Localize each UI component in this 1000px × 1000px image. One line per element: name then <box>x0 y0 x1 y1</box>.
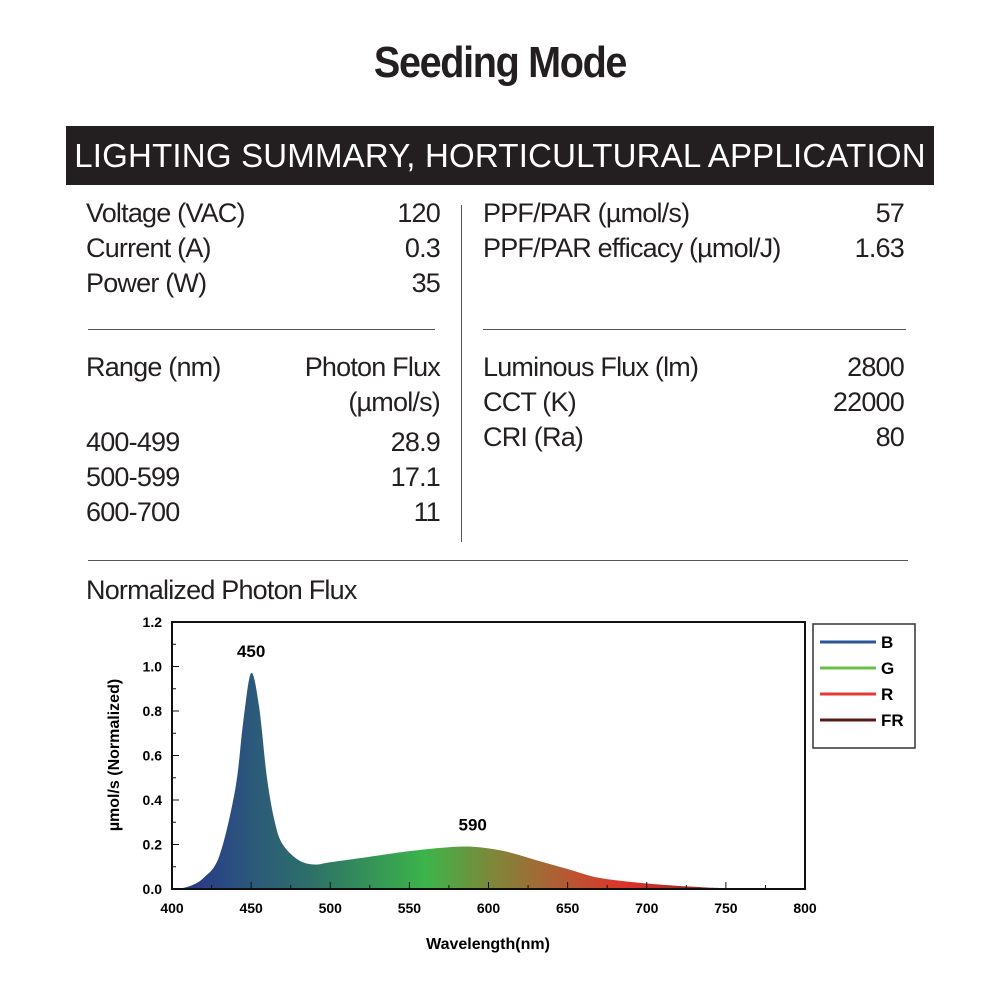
ppf-label: PPF/PAR (µmol/s) <box>483 198 690 228</box>
divider <box>483 329 906 330</box>
luminous-flux-label: Luminous Flux (lm) <box>483 352 699 382</box>
x-tick-label: 450 <box>239 900 263 916</box>
x-tick-label: 600 <box>477 900 501 916</box>
y-tick-label: 0.0 <box>143 881 163 897</box>
voltage-label: Voltage (VAC) <box>86 198 245 228</box>
voltage-value: 120 <box>397 198 440 228</box>
y-axis-label: µmol/s (Normalized) <box>106 679 123 831</box>
y-tick-label: 0.4 <box>143 792 163 808</box>
power-label: Power (W) <box>86 268 207 298</box>
chart-section-title: Normalized Photon Flux <box>86 575 357 605</box>
y-tick-label: 1.2 <box>143 614 163 630</box>
cct-label: CCT (K) <box>483 387 577 417</box>
current-value: 0.3 <box>404 233 441 263</box>
power-value: 35 <box>411 268 441 298</box>
legend-label: FR <box>881 711 904 730</box>
range-header: Range (nm) <box>86 352 221 382</box>
range-row-label: 500-599 <box>86 462 180 492</box>
flux-unit: (µmol/s) <box>348 387 440 417</box>
range-row-value: 17.1 <box>390 462 441 492</box>
legend-label: G <box>881 659 894 678</box>
divider <box>88 560 908 561</box>
spectrum-area <box>172 672 805 889</box>
ppf-value: 57 <box>875 198 905 228</box>
x-tick-label: 750 <box>714 900 738 916</box>
x-tick-label: 800 <box>793 900 817 916</box>
x-tick-label: 550 <box>398 900 422 916</box>
x-tick-label: 700 <box>635 900 659 916</box>
range-row-label: 600-700 <box>86 497 180 527</box>
x-tick-label: 400 <box>160 900 184 916</box>
current-label: Current (A) <box>86 233 212 263</box>
ppf-efficacy-label: PPF/PAR efficacy (µmol/J) <box>483 233 781 263</box>
x-tick-label: 650 <box>556 900 580 916</box>
peak-annotation: 450 <box>237 642 265 661</box>
legend-label: R <box>881 685 893 704</box>
luminous-flux-value: 2800 <box>847 352 905 382</box>
peak-annotation: 590 <box>458 816 486 835</box>
range-row-value: 11 <box>413 497 441 527</box>
column-divider <box>461 205 462 542</box>
range-row-value: 28.9 <box>390 427 441 457</box>
x-tick-label: 500 <box>319 900 343 916</box>
y-tick-label: 0.8 <box>143 703 163 719</box>
y-tick-label: 0.2 <box>143 837 163 853</box>
y-tick-label: 0.6 <box>143 748 163 764</box>
cri-label: CRI (Ra) <box>483 422 584 452</box>
legend-label: B <box>881 633 893 652</box>
ppf-efficacy-value: 1.63 <box>854 233 905 263</box>
photon-flux-chart: 400 450 500 550 600 650 700 750 800 0.0 0.2 0.4 0.6 0… <box>106 614 916 953</box>
legend <box>812 623 916 749</box>
y-tick-label: 1.0 <box>143 659 163 675</box>
x-axis-label: Wavelength(nm) <box>426 936 550 953</box>
summary-header: LIGHTING SUMMARY, HORTICULTURAL APPLICAT… <box>66 126 934 185</box>
range-row-label: 400-499 <box>86 427 180 457</box>
cri-value: 80 <box>875 422 905 452</box>
divider <box>88 329 435 330</box>
cct-value: 22000 <box>832 387 905 417</box>
page-title: Seeding Mode <box>373 38 628 87</box>
flux-header: Photon Flux <box>304 352 441 382</box>
